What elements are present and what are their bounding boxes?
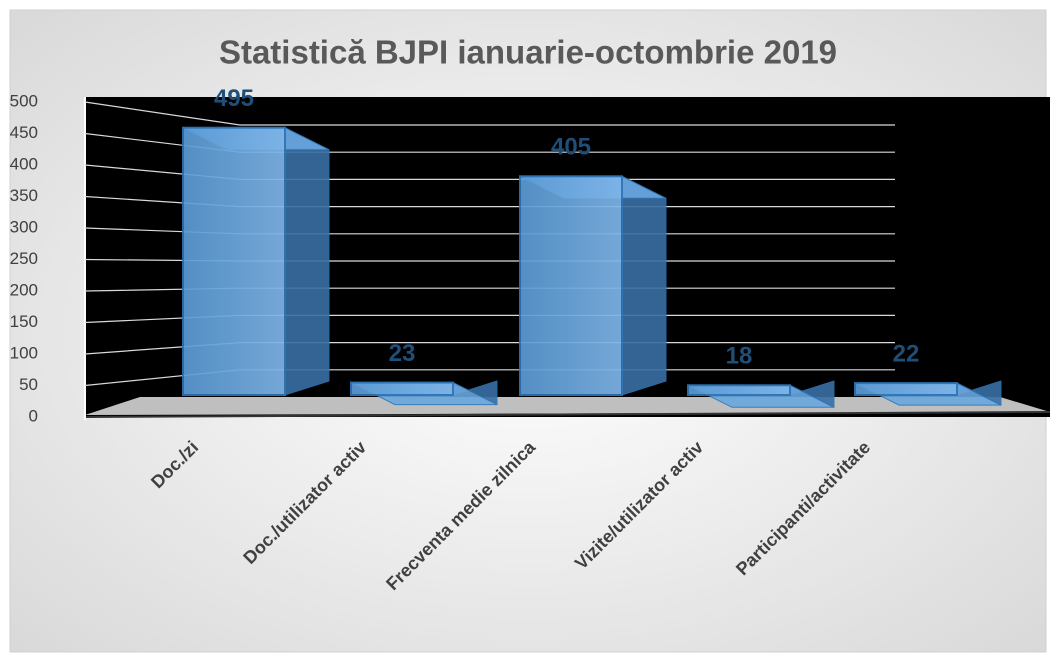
value-label: 23	[389, 340, 416, 367]
y-tick-label: 0	[29, 406, 38, 425]
bar	[182, 126, 286, 396]
y-tick-label: 350	[10, 186, 38, 205]
bar-side	[621, 175, 667, 396]
y-tick-label: 200	[10, 280, 38, 299]
value-label: 18	[726, 343, 753, 370]
chart-title: Statistică BJPI ianuarie-octombrie 2019	[219, 34, 837, 71]
grid-line	[84, 101, 895, 126]
y-tick-label: 400	[10, 154, 38, 173]
bar	[350, 381, 454, 396]
y-tick-label: 150	[10, 312, 38, 331]
y-tick-label: 250	[10, 249, 38, 268]
y-tick-label: 500	[10, 91, 38, 110]
bar	[519, 175, 623, 396]
bar	[854, 382, 958, 396]
floor-edge	[84, 411, 1051, 418]
bar-side	[284, 126, 330, 396]
value-label: 22	[893, 340, 920, 367]
value-label: 495	[214, 85, 254, 112]
y-tick-label: 300	[10, 217, 38, 236]
value-label: 405	[551, 134, 591, 161]
y-tick-label: 50	[19, 375, 38, 394]
y-tick-label: 100	[10, 343, 38, 362]
y-tick-label: 450	[10, 123, 38, 142]
bar	[687, 384, 791, 396]
